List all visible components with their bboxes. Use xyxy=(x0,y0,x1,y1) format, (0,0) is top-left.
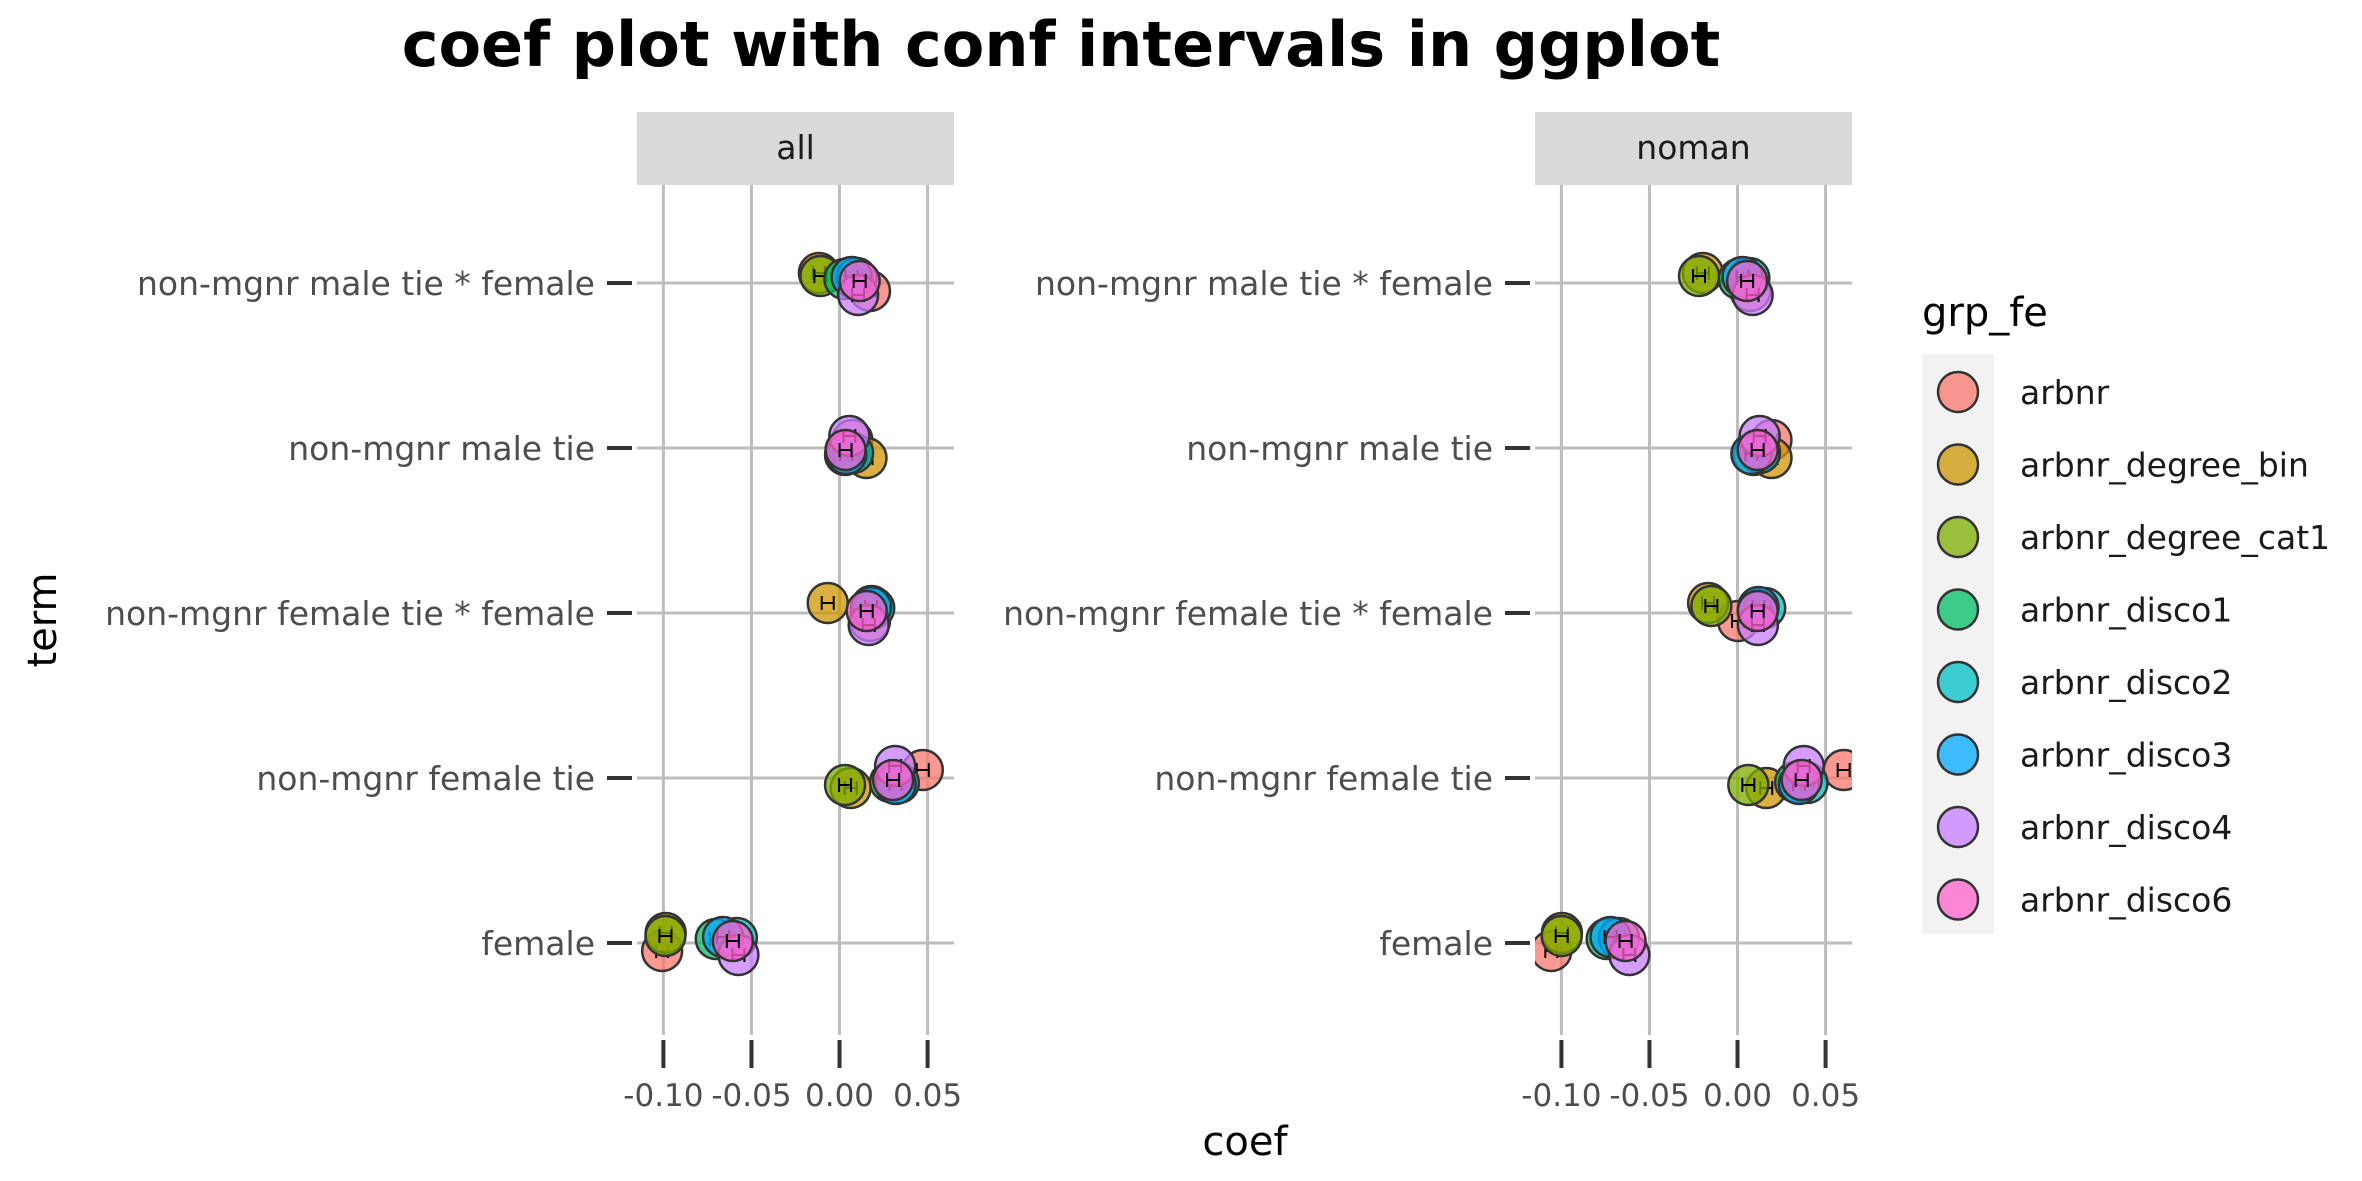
x-axis-title: coef xyxy=(1202,1119,1288,1165)
y-tick-label: non-mgnr female tie xyxy=(1154,759,1493,798)
x-tick-label: 0.00 xyxy=(1703,1078,1772,1114)
y-tick-label: female xyxy=(1379,924,1493,963)
y-tick-label: non-mgnr female tie xyxy=(256,759,595,798)
y-tick-label: non-mgnr female tie * female xyxy=(1003,594,1493,633)
y-axis-title: term xyxy=(20,573,66,668)
panel-noman: noman -0.10 -0.05 0.00 0.05 non-mgnr male tie… xyxy=(1003,112,1860,1114)
y-tick-label: non-mgnr male tie xyxy=(1186,429,1493,468)
facet-strip xyxy=(637,112,954,185)
legend-key-arbnr_disco4 xyxy=(1936,805,1980,849)
legend-label-arbnr_disco3: arbnr_disco3 xyxy=(2020,736,2232,775)
legend-label-arbnr_degree_bin: arbnr_degree_bin xyxy=(2020,446,2309,485)
legend-key-arbnr xyxy=(1936,370,1980,414)
legend-key-arbnr_disco2 xyxy=(1936,660,1980,704)
y-tick-label: non-mgnr male tie * female xyxy=(1035,264,1493,303)
panel-all: all -0.10 -0.05 0.00 0.05 non-mgnr male tie *… xyxy=(105,112,962,1114)
legend-label-arbnr_degree_cat1: arbnr_degree_cat1 xyxy=(2020,518,2330,557)
facet-strip-label: all xyxy=(776,128,815,167)
x-tick-label: -0.10 xyxy=(623,1078,703,1114)
x-tick-label: -0.10 xyxy=(1521,1078,1601,1114)
y-tick-label: non-mgnr female tie * female xyxy=(105,594,595,633)
facet-strip-label: noman xyxy=(1636,128,1750,167)
y-tick-label: non-mgnr male tie xyxy=(288,429,595,468)
legend-label-arbnr: arbnr xyxy=(2020,373,2110,412)
legend-title: grp_fe xyxy=(1922,290,2048,336)
legend-label-arbnr_disco6: arbnr_disco6 xyxy=(2020,881,2232,920)
x-tick-label: 0.05 xyxy=(893,1078,962,1114)
legend-label-arbnr_disco1: arbnr_disco1 xyxy=(2020,591,2232,630)
legend-key-arbnr_degree_cat1 xyxy=(1936,515,1980,559)
x-tick-label: -0.05 xyxy=(711,1078,791,1114)
facet-strip xyxy=(1535,112,1852,185)
y-tick-label: non-mgnr male tie * female xyxy=(137,264,595,303)
legend-key-arbnr_disco6 xyxy=(1936,878,1980,921)
y-tick-label: female xyxy=(481,924,595,963)
x-tick-label: 0.00 xyxy=(805,1078,874,1114)
legend-label-arbnr_disco2: arbnr_disco2 xyxy=(2020,663,2232,702)
points-layer xyxy=(1535,251,1852,977)
legend-key-arbnr_disco1 xyxy=(1936,588,1980,631)
legend-key-arbnr_degree_bin xyxy=(1936,443,1980,486)
chart-title: coef plot with conf intervals in ggplot xyxy=(402,8,1721,81)
x-tick-label: -0.05 xyxy=(1609,1078,1689,1114)
x-tick-label: 0.05 xyxy=(1791,1078,1860,1114)
legend-key-arbnr_disco3 xyxy=(1936,733,1980,776)
points-layer xyxy=(640,251,945,977)
legend-label-arbnr_disco4: arbnr_disco4 xyxy=(2020,808,2232,847)
